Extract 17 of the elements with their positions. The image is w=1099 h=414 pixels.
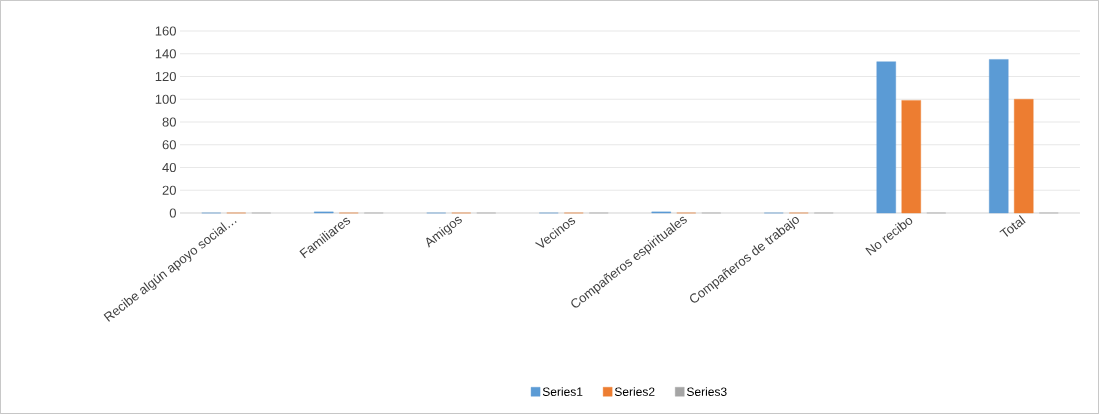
y-tick-label: 120: [155, 71, 176, 82]
bar: [901, 100, 921, 214]
legend-label: Series2: [614, 387, 655, 396]
legend-label: Series3: [687, 387, 727, 396]
y-tick-label: 100: [155, 94, 176, 104]
y-tick-label: 0: [169, 208, 176, 218]
bar: [1014, 99, 1034, 214]
y-tick-label: 20: [162, 185, 176, 195]
bar: [876, 61, 896, 214]
y-tick-label: 160: [155, 26, 176, 36]
bar: [989, 59, 1009, 214]
y-tick-label: 140: [155, 49, 176, 59]
y-tick-label: 40: [162, 162, 176, 173]
x-tick-label: Total: [999, 215, 1026, 237]
y-tick-label: 80: [162, 117, 176, 127]
legend-label: Series1: [542, 387, 583, 396]
y-tick-label: 60: [162, 140, 176, 150]
